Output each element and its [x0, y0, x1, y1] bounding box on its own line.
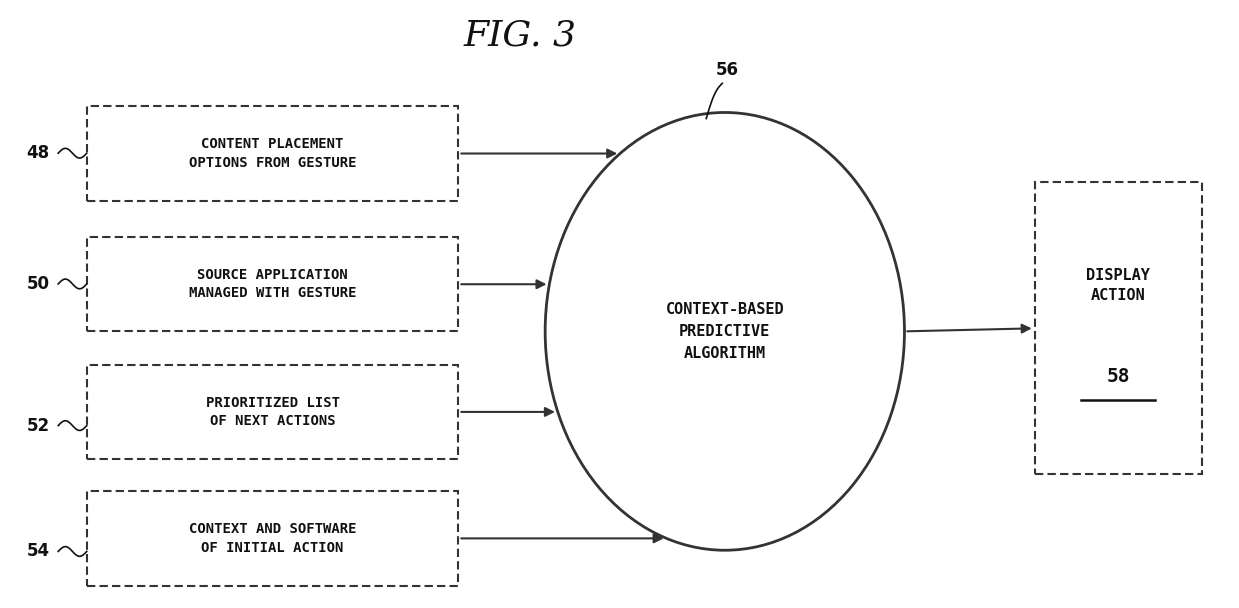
- Text: 58: 58: [1106, 367, 1130, 387]
- Bar: [87, 106, 458, 201]
- Text: 56: 56: [716, 61, 740, 79]
- Text: 48: 48: [26, 144, 50, 162]
- Text: FIG. 3: FIG. 3: [463, 18, 577, 52]
- Text: PRIORITIZED LIST
OF NEXT ACTIONS: PRIORITIZED LIST OF NEXT ACTIONS: [206, 396, 339, 428]
- Text: 50: 50: [26, 275, 50, 293]
- Bar: [87, 237, 458, 331]
- Ellipse shape: [545, 112, 904, 550]
- Text: CONTEXT AND SOFTWARE
OF INITIAL ACTION: CONTEXT AND SOFTWARE OF INITIAL ACTION: [188, 522, 357, 554]
- Text: SOURCE APPLICATION
MANAGED WITH GESTURE: SOURCE APPLICATION MANAGED WITH GESTURE: [188, 268, 357, 300]
- Bar: [87, 491, 458, 586]
- Text: DISPLAY
ACTION: DISPLAY ACTION: [1087, 268, 1150, 303]
- Text: 52: 52: [26, 416, 50, 435]
- Text: CONTEXT-BASED
PREDICTIVE
ALGORITHM: CONTEXT-BASED PREDICTIVE ALGORITHM: [665, 302, 784, 361]
- Text: 54: 54: [26, 542, 50, 561]
- Bar: [87, 365, 458, 459]
- Text: CONTENT PLACEMENT
OPTIONS FROM GESTURE: CONTENT PLACEMENT OPTIONS FROM GESTURE: [188, 137, 357, 170]
- Bar: [1035, 182, 1202, 474]
